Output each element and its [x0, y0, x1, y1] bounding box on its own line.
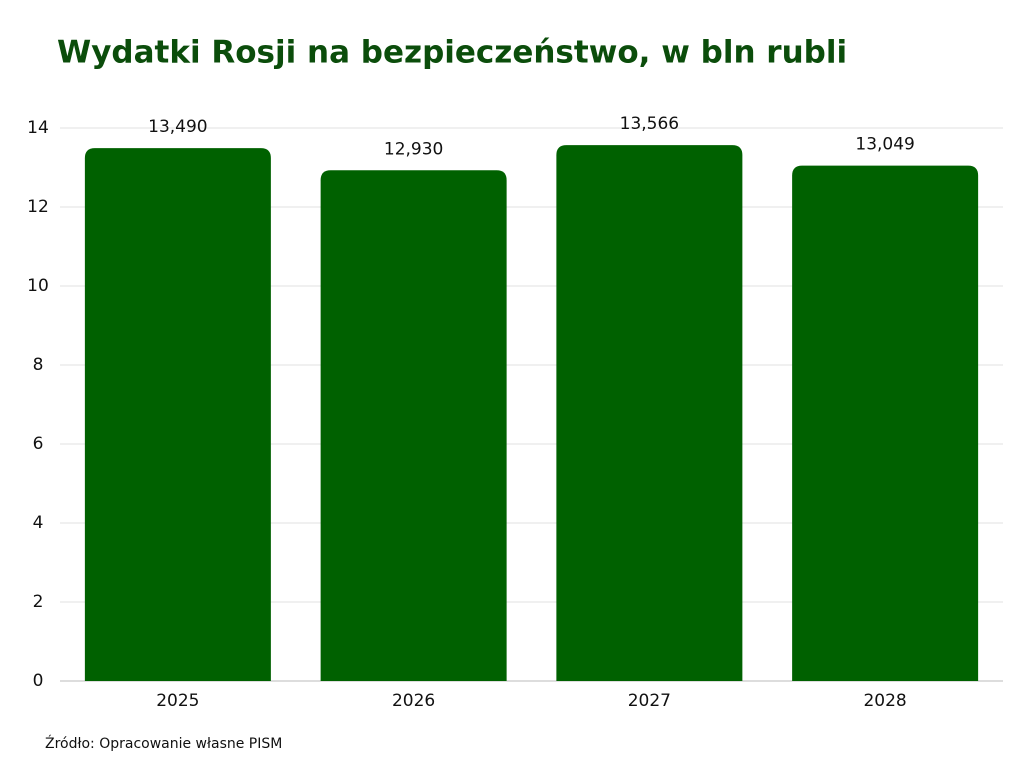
y-tick-label: 14 — [27, 118, 49, 138]
x-tick-label: 2028 — [863, 691, 906, 711]
chart-title: Wydatki Rosji na bezpieczeństwo, w bln r… — [57, 35, 847, 71]
y-tick-label: 0 — [33, 671, 44, 691]
y-tick-label: 12 — [27, 197, 49, 217]
bar — [792, 165, 979, 681]
y-tick-label: 4 — [33, 513, 44, 533]
bar — [556, 145, 743, 681]
bar — [84, 148, 271, 681]
value-label: 13,490 — [148, 117, 207, 137]
value-label: 13,566 — [620, 114, 679, 134]
bar — [320, 170, 507, 681]
y-tick-label: 6 — [33, 434, 44, 454]
value-label: 13,049 — [855, 135, 914, 155]
y-tick-label: 8 — [33, 355, 44, 375]
source-note: Źródło: Opracowanie własne PISM — [45, 734, 282, 752]
value-label: 12,930 — [384, 139, 443, 159]
y-tick-label: 2 — [33, 592, 44, 612]
x-tick-label: 2026 — [392, 691, 435, 711]
y-tick-label: 10 — [27, 276, 49, 296]
x-tick-label: 2027 — [628, 691, 671, 711]
x-tick-label: 2025 — [156, 691, 199, 711]
